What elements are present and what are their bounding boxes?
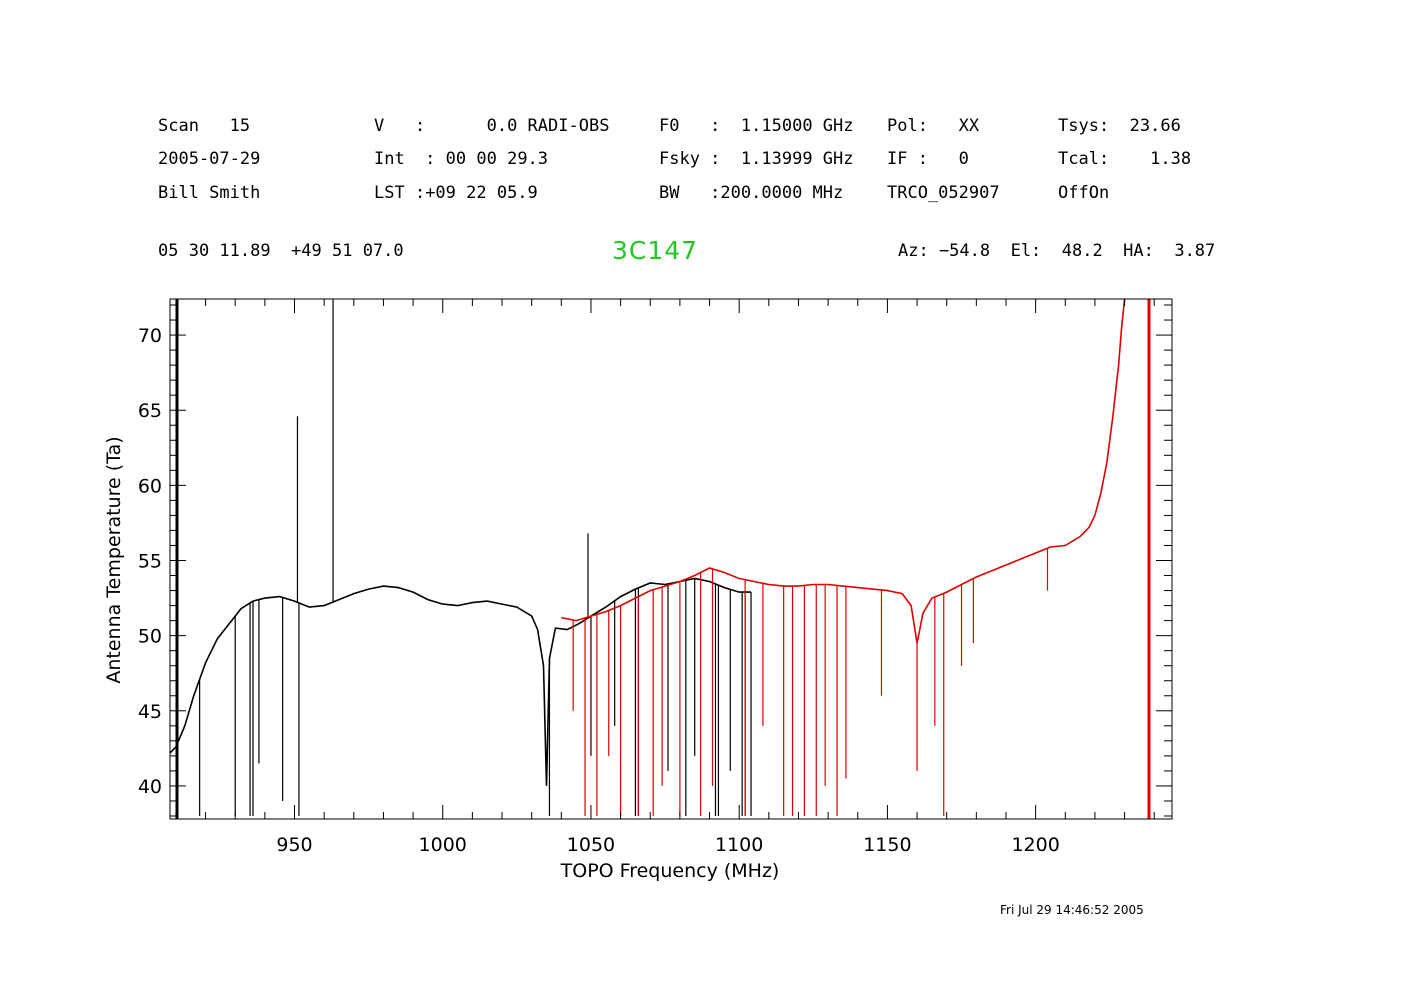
x-tick-label: 1100: [715, 834, 763, 856]
x-tick-label: 1000: [419, 834, 467, 856]
project-id: TRCO_052907: [887, 183, 1000, 203]
fsky-field: Fsky : 1.13999 GHz: [659, 149, 854, 169]
y-tick-label: 70: [138, 325, 162, 347]
az-el-ha: Az: −54.8 El: 48.2 HA: 3.87: [898, 241, 1216, 261]
x-axis-label: TOPO Frequency (MHz): [560, 860, 780, 882]
y-tick-label: 45: [138, 701, 162, 723]
x-tick-label: 1200: [1011, 834, 1059, 856]
obs-mode: OffOn: [1058, 183, 1110, 203]
bandwidth-field: BW :200.0000 MHz: [659, 183, 844, 203]
lst-field: LST :+09 22 05.9: [374, 183, 538, 203]
y-axis-label: Antenna Temperature (Ta): [103, 436, 125, 683]
y-tick-label: 50: [138, 626, 162, 648]
pol-field: Pol: XX: [887, 116, 980, 136]
integration-field: Int : 00 00 29.3: [374, 149, 549, 169]
plot-timestamp: Fri Jul 29 14:46:52 2005: [1000, 903, 1144, 917]
x-tick-label: 950: [276, 834, 312, 856]
obs-date: 2005-07-29: [158, 149, 261, 169]
velocity-field: V : 0.0 RADI-OBS: [374, 116, 610, 136]
y-tick-label: 65: [138, 400, 162, 422]
y-tick-label: 55: [138, 551, 162, 573]
x-tick-label: 1050: [567, 834, 615, 856]
observer-name: Bill Smith: [158, 183, 261, 203]
series-line-0: [169, 577, 751, 786]
y-tick-label: 40: [138, 776, 162, 798]
x-tick-label: 1150: [863, 834, 911, 856]
series-line-1: [561, 298, 1126, 644]
f0-field: F0 : 1.15000 GHz: [659, 116, 854, 136]
ra-dec: 05 30 11.89 +49 51 07.0: [158, 241, 404, 261]
y-tick-label: 60: [138, 475, 162, 497]
source-name: 3C147: [612, 236, 699, 265]
tcal-field: Tcal: 1.38: [1058, 149, 1192, 169]
plot-frame: [169, 298, 1173, 820]
scan-number: 15: [229, 116, 251, 136]
scan-label: Scan 15: [158, 116, 251, 136]
if-field: IF : 0: [887, 149, 969, 169]
tsys-field: Tsys: 23.66: [1058, 116, 1181, 136]
